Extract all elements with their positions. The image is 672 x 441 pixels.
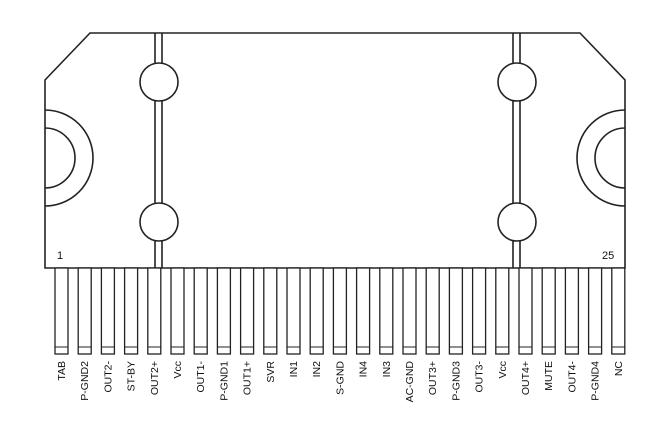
pin-label-14: IN4 [358, 361, 370, 378]
pin-20 [495, 267, 510, 355]
package-outline [44, 32, 626, 269]
pin-label-1: TAB [56, 361, 68, 381]
pin-label-11: IN1 [288, 361, 300, 378]
pin-7 [193, 267, 208, 355]
pin-label-22: MUTE [543, 361, 555, 391]
pin-label-2: P-GND2 [79, 361, 91, 401]
pin-1 [54, 267, 69, 355]
pin-16 [402, 267, 417, 355]
mounting-notch-right-inner [594, 127, 626, 189]
pin-label-3: OUT2- [102, 360, 114, 392]
rail-left-circle-top [139, 62, 179, 102]
rail-right-circle-bottom [497, 202, 537, 242]
pin-label-24: P-GND4 [590, 361, 602, 401]
pin-label-12: IN2 [311, 361, 323, 378]
package-body [44, 32, 626, 269]
pin-label-6: Vcc [172, 361, 184, 379]
pin-label-9: OUT1+ [242, 361, 254, 395]
mounting-notch-right [576, 109, 626, 207]
pin-6 [170, 267, 185, 355]
pin-label-19: OUT3- [474, 360, 486, 392]
pin-10 [263, 267, 278, 355]
pin-label-16: AC-GND [404, 361, 416, 403]
pin-9 [239, 267, 255, 355]
pin-22 [541, 267, 556, 355]
pin-label-5: OUT2+ [149, 361, 161, 395]
pin-4 [123, 267, 139, 355]
pin-15 [379, 267, 394, 355]
pin-label-15: IN3 [381, 361, 393, 378]
pin-8 [216, 267, 232, 355]
pin-12 [309, 267, 324, 355]
pin-number-first: 1 [57, 250, 63, 262]
pin-label-10: SVR [265, 361, 277, 383]
pin-17 [425, 267, 440, 355]
pin-label-20: Vcc [497, 361, 509, 379]
pin-5 [147, 267, 162, 355]
pin-21 [518, 267, 533, 355]
pin-labels: TAB P-GND2 OUT2- ST-BY OUT2+ Vcc OUT1- P-GND1 OU… [56, 360, 625, 402]
pin-18 [448, 267, 464, 355]
pin-23 [564, 267, 580, 355]
rail-right-circle-top [497, 62, 537, 102]
pin-label-8: P-GND1 [218, 361, 230, 401]
pin-2 [77, 267, 92, 355]
pin-label-18: P-GND3 [450, 361, 462, 401]
pin-24 [587, 267, 603, 355]
pin-11 [286, 267, 301, 355]
pin-label-23: OUT4- [566, 360, 578, 392]
pin-label-25: NC [613, 361, 625, 377]
pin-label-13: S-GND [334, 361, 346, 395]
mounting-notch-left-inner [44, 127, 76, 189]
pins [54, 267, 626, 355]
pin-3 [100, 267, 116, 355]
pin-label-4: ST-BY [126, 361, 138, 391]
pin-13 [332, 267, 348, 355]
mounting-notch-left [44, 109, 94, 207]
rail-left-circle-bottom [139, 202, 179, 242]
pin-label-17: OUT3+ [427, 361, 439, 395]
pin-label-7: OUT1- [195, 360, 207, 392]
pin-number-last: 25 [602, 250, 614, 262]
pin-label-21: OUT4+ [520, 361, 532, 395]
pin-19 [471, 267, 487, 355]
pin-14 [355, 267, 371, 355]
pin-25 [611, 267, 626, 355]
